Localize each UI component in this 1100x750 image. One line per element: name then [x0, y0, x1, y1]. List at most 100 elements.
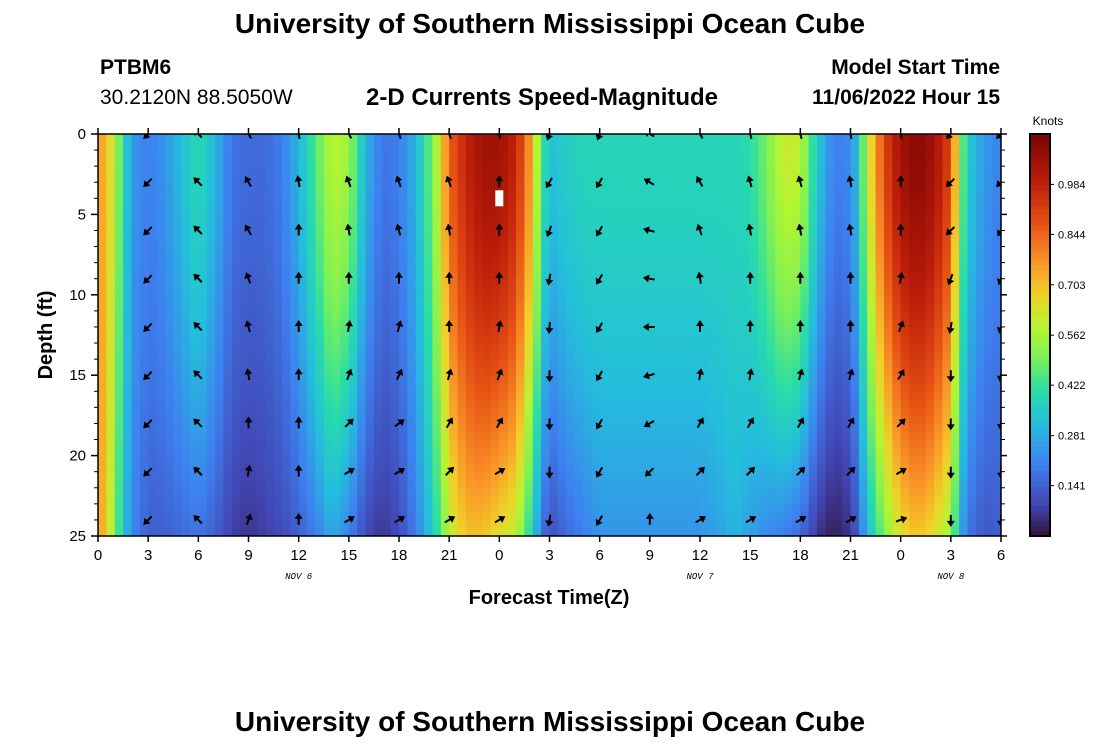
- heatmap-cell: [424, 286, 434, 296]
- heatmap-cell: [674, 375, 684, 384]
- heatmap-cell: [925, 150, 935, 159]
- heatmap-cell: [281, 367, 291, 376]
- heatmap-cell: [131, 487, 141, 497]
- heatmap-cell: [407, 471, 417, 481]
- heatmap-cell: [281, 158, 291, 167]
- heatmap-cell: [382, 254, 392, 264]
- heatmap-cell: [591, 206, 601, 215]
- heatmap-cell: [917, 479, 927, 489]
- heatmap-cell: [892, 439, 902, 449]
- heatmap-cell: [298, 375, 308, 384]
- heatmap-cell: [507, 238, 517, 248]
- heatmap-cell: [240, 335, 250, 344]
- heatmap-cell: [390, 503, 400, 513]
- heatmap-cell: [850, 527, 860, 536]
- heatmap-cell: [189, 455, 199, 465]
- heatmap-cell: [373, 238, 383, 248]
- heatmap-cell: [624, 399, 634, 408]
- heatmap-cell: [741, 310, 751, 320]
- heatmap-cell: [842, 511, 852, 521]
- heatmap-cell: [424, 198, 434, 207]
- heatmap-cell: [783, 190, 793, 199]
- heatmap-cell: [658, 447, 668, 457]
- heatmap-cell: [892, 302, 902, 312]
- heatmap-cell: [307, 407, 316, 416]
- heatmap-cell: [532, 134, 542, 143]
- heatmap-cell: [281, 439, 291, 449]
- heatmap-cell: [123, 447, 133, 457]
- heatmap-cell: [549, 246, 559, 256]
- heatmap-cell: [474, 310, 484, 320]
- heatmap-cell: [557, 270, 567, 280]
- heatmap-cell: [833, 134, 843, 143]
- heatmap-cell: [490, 399, 500, 408]
- heatmap-cell: [432, 351, 442, 360]
- heatmap-cell: [557, 471, 567, 481]
- heatmap-cell: [256, 391, 266, 400]
- heatmap-cell: [156, 399, 166, 408]
- heatmap-cell: [674, 174, 684, 183]
- heatmap-cell: [424, 310, 434, 320]
- heatmap-cell: [842, 294, 852, 304]
- heatmap-cell: [791, 222, 801, 232]
- heatmap-cell: [373, 487, 383, 497]
- heatmap-cell: [808, 479, 818, 489]
- heatmap-cell: [390, 262, 400, 272]
- heatmap-cell: [139, 415, 149, 425]
- heatmap-cell: [574, 415, 584, 425]
- heatmap-cell: [516, 166, 526, 175]
- heatmap-cell: [449, 214, 459, 224]
- heatmap-cell: [783, 182, 793, 191]
- heatmap-cell: [298, 246, 308, 256]
- heatmap-cell: [164, 278, 174, 288]
- heatmap-cell: [842, 270, 852, 280]
- heatmap-cell: [256, 262, 266, 272]
- heatmap-cell: [616, 150, 626, 159]
- heatmap-cell: [875, 246, 885, 256]
- heatmap-cell: [373, 166, 383, 175]
- heatmap-cell: [415, 166, 425, 175]
- heatmap-cell: [265, 214, 275, 224]
- heatmap-cell: [332, 222, 342, 232]
- heatmap-cell: [641, 423, 651, 433]
- heatmap-cell: [373, 286, 383, 296]
- heatmap-cell: [499, 302, 509, 312]
- heatmap-cell: [842, 286, 852, 296]
- heatmap-cell: [106, 318, 116, 328]
- heatmap-cell: [691, 198, 701, 207]
- heatmap-cell: [123, 423, 133, 433]
- heatmap-cell: [223, 262, 233, 272]
- heatmap-cell: [281, 222, 291, 232]
- station-id: PTBM6: [100, 56, 172, 79]
- heatmap-cell: [206, 326, 216, 336]
- heatmap-cell: [649, 174, 659, 183]
- heatmap-cell: [465, 254, 475, 264]
- heatmap-cell: [800, 415, 810, 425]
- heatmap-cell: [189, 262, 199, 272]
- heatmap-cell: [148, 423, 158, 433]
- heatmap-cell: [499, 479, 509, 489]
- heatmap-cell: [290, 367, 300, 376]
- heatmap-cell: [148, 310, 158, 320]
- heatmap-cell: [407, 174, 417, 183]
- heatmap-cell: [800, 198, 810, 207]
- heatmap-cell: [582, 383, 592, 392]
- heatmap-cell: [440, 214, 450, 224]
- heatmap-cell: [541, 142, 551, 151]
- heatmap-cell: [198, 246, 208, 256]
- heatmap-cell: [215, 278, 225, 288]
- heatmap-cell: [248, 270, 258, 280]
- heatmap-cell: [490, 302, 500, 312]
- heatmap-cell: [148, 158, 158, 167]
- heatmap-cell: [106, 519, 116, 529]
- heatmap-cell: [390, 166, 400, 175]
- heatmap-cell: [432, 174, 442, 183]
- heatmap-cell: [231, 134, 241, 143]
- heatmap-cell: [524, 519, 534, 529]
- heatmap-cell: [206, 351, 216, 360]
- heatmap-cell: [624, 326, 634, 336]
- heatmap-cell: [98, 134, 107, 143]
- heatmap-cell: [357, 206, 367, 215]
- heatmap-cell: [582, 326, 592, 336]
- heatmap-cell: [909, 142, 918, 151]
